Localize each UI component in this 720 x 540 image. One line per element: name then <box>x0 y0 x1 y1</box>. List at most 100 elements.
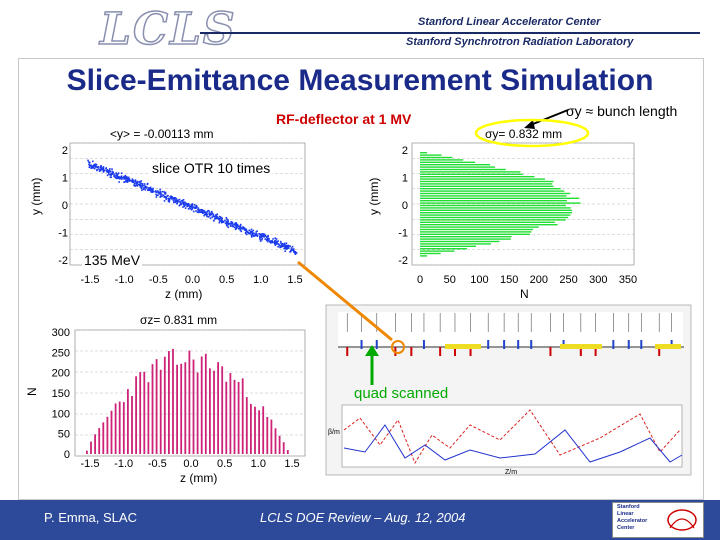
scatter-point <box>115 172 117 174</box>
scatter-point <box>120 172 123 175</box>
scatter-point <box>89 161 91 164</box>
lattice-magnet <box>346 347 349 356</box>
scatter-point <box>231 221 234 224</box>
hist-z-bar <box>241 378 244 454</box>
quad-arrowhead <box>365 345 379 356</box>
hist-y-bar <box>420 183 553 185</box>
scatter-point <box>193 204 196 206</box>
hist-z-bar <box>200 356 203 454</box>
hist-y-bar <box>420 219 566 221</box>
scatter-point <box>277 240 279 242</box>
scatter-point <box>201 212 204 215</box>
lattice-magnet <box>375 340 378 349</box>
hist-z-bar <box>135 376 137 454</box>
scatter-point <box>159 191 162 194</box>
tick-label: 1.0 <box>253 274 268 286</box>
header-bar <box>0 0 720 58</box>
tick-label: 150 <box>500 274 518 286</box>
tick-label: 300 <box>52 327 70 339</box>
scatter-point <box>190 203 193 206</box>
scatter-point <box>180 200 183 202</box>
scatter-point <box>139 185 142 188</box>
scatter-point <box>127 176 130 179</box>
hist-z-bar <box>98 428 101 454</box>
hist-z-bar <box>233 379 236 454</box>
scatter-point <box>240 230 243 233</box>
scatter-point <box>225 220 228 223</box>
scatter-point <box>149 186 152 189</box>
scatter-point <box>250 228 253 231</box>
scatter-point <box>218 221 221 224</box>
scatter-point <box>210 213 213 216</box>
lattice-magnet <box>487 340 490 349</box>
scatter-point <box>90 167 92 169</box>
scatter-point <box>231 225 234 228</box>
scatter-point <box>160 193 163 196</box>
scatter-point <box>105 167 107 170</box>
lattice-magnet <box>579 347 582 356</box>
hist-y-bar <box>420 200 567 202</box>
scatter-point <box>221 219 224 222</box>
scatter-point <box>221 217 224 220</box>
scatter-point <box>193 206 196 209</box>
scatter-point <box>269 240 272 242</box>
hist-y-bar <box>420 178 546 180</box>
scatter-point <box>140 180 143 182</box>
lattice-magnet <box>658 347 661 356</box>
hist-z-bar <box>237 381 240 454</box>
scatter-point <box>220 221 223 224</box>
institution-2: Stanford Synchrotron Radiation Laborator… <box>406 36 634 48</box>
scatter-point <box>226 218 228 221</box>
scatter-point <box>100 165 102 167</box>
undulator-segment <box>560 344 602 349</box>
scatter-point <box>245 233 248 236</box>
scatter-point <box>111 170 113 173</box>
hist-z-bar <box>192 359 195 454</box>
scatter-point <box>103 169 106 172</box>
scatter-point <box>109 176 112 178</box>
scatter-point <box>251 230 254 233</box>
hist-z-bar <box>229 373 232 454</box>
scatter-point <box>121 176 123 179</box>
scatter-point <box>234 224 236 227</box>
scatter-point <box>256 230 258 232</box>
scatter-point <box>203 209 205 212</box>
hist-z-ylabel: N <box>25 387 39 396</box>
scatter-point <box>106 169 109 171</box>
hist-y-bar <box>420 248 467 250</box>
hist-y-bar <box>420 180 554 183</box>
scatter-point <box>155 193 157 196</box>
hist-y-bar <box>420 204 566 207</box>
scatter-point <box>252 229 255 232</box>
scatter-point <box>102 170 105 173</box>
scatter-point <box>292 248 295 250</box>
scatter-point <box>232 223 234 226</box>
scatter-point <box>133 184 136 186</box>
scatter-point <box>184 207 187 209</box>
scatter-point <box>227 226 230 229</box>
hist-y-bar <box>420 202 581 204</box>
scatter-point <box>125 177 128 179</box>
hist-y-bar <box>420 188 561 190</box>
tick-label: -1.0 <box>114 458 133 470</box>
hist-y-bar <box>420 156 453 159</box>
scatter-point <box>126 180 129 182</box>
scatter-point <box>203 211 205 214</box>
footer-event: LCLS DOE Review – Aug. 12, 2004 <box>260 510 466 525</box>
scatter-point <box>136 181 139 184</box>
scatter-point <box>186 204 188 207</box>
hist-y-bar <box>420 231 532 233</box>
hist-y-bar <box>420 236 512 238</box>
scatter-point <box>191 204 194 207</box>
scatter-point <box>121 178 123 180</box>
scatter-point <box>203 213 206 216</box>
scatter-point <box>146 183 149 186</box>
scatter-point <box>136 185 139 187</box>
scatter-point <box>188 206 191 208</box>
scatter-point <box>243 227 246 230</box>
hist-y-bar <box>420 171 521 173</box>
scatter-point <box>225 216 228 219</box>
scatter-point <box>102 167 104 169</box>
scatter-point <box>108 169 111 172</box>
scatter-point <box>155 191 158 194</box>
